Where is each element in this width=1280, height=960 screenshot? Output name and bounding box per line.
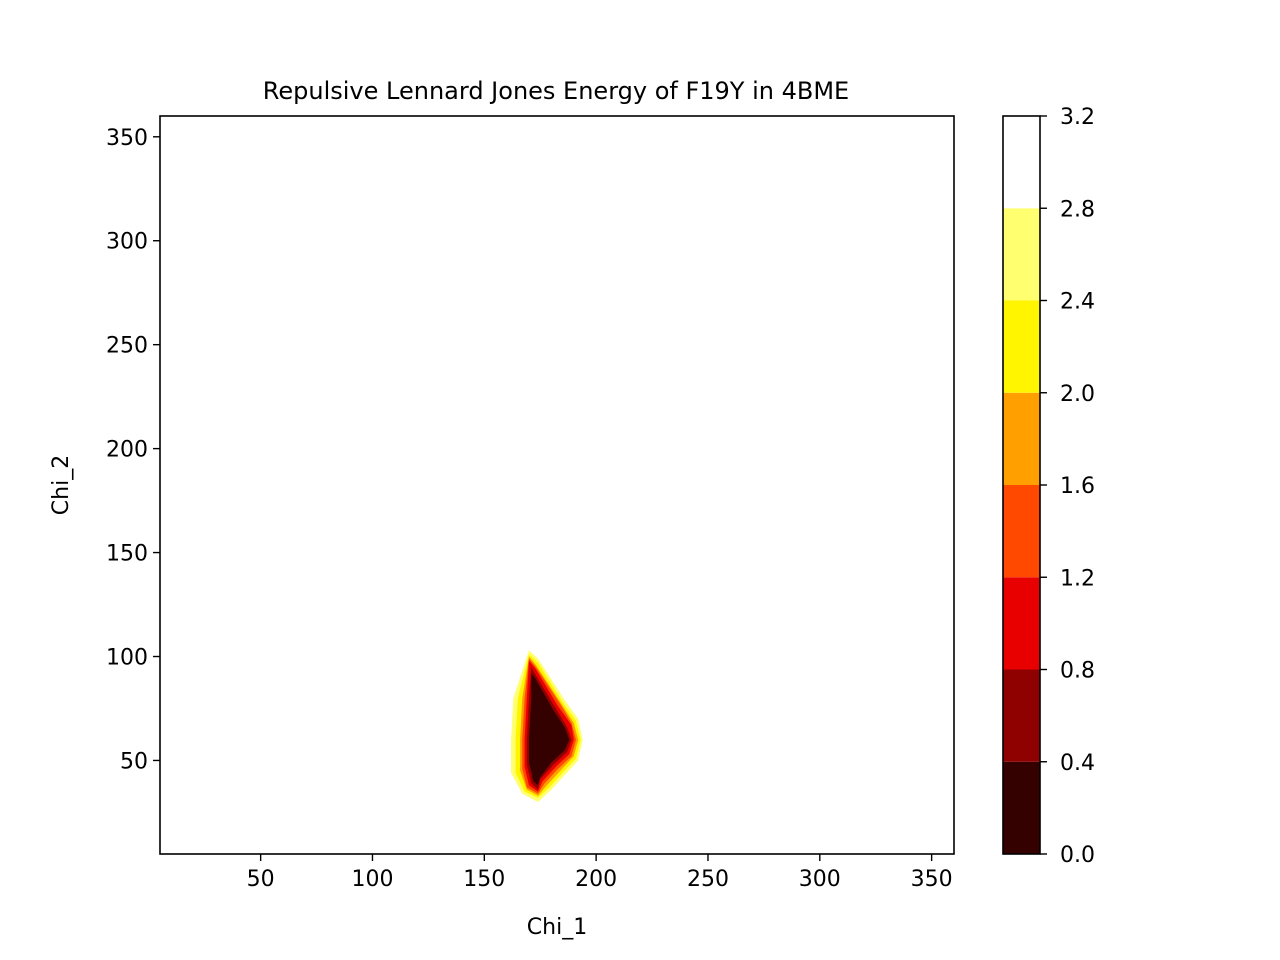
y-tick-label: 200 bbox=[106, 438, 148, 463]
y-tick-label: 50 bbox=[120, 749, 148, 774]
x-tick-label: 300 bbox=[799, 867, 841, 892]
colorbar-band bbox=[1003, 577, 1040, 670]
y-tick-label: 150 bbox=[106, 542, 148, 567]
x-tick-label: 250 bbox=[687, 867, 729, 892]
plot-area: 50 100 150 200 250 300 350 50 100 150 200 250 300 35… bbox=[106, 115, 955, 892]
y-tick-label: 300 bbox=[106, 230, 148, 255]
colorbar-band bbox=[1003, 116, 1040, 209]
y-tick-label: 250 bbox=[106, 334, 148, 359]
colorbar-band bbox=[1003, 669, 1040, 762]
contour-regions bbox=[160, 116, 954, 854]
y-axis-label: Chi_2 bbox=[49, 455, 74, 515]
colorbar-band bbox=[1003, 761, 1040, 854]
colorbar-tick-label: 2.8 bbox=[1060, 197, 1095, 222]
contour-region bbox=[529, 673, 570, 786]
colorbar-tick-label: 0.4 bbox=[1060, 751, 1095, 776]
colorbar-bands bbox=[1003, 116, 1040, 854]
colorbar-ticks: 0.0 0.4 0.8 1.2 1.6 2.0 2.4 2.8 3.2 bbox=[1040, 105, 1095, 868]
y-tick-label: 350 bbox=[106, 126, 148, 151]
colorbar-band bbox=[1003, 208, 1040, 301]
chart-title: Repulsive Lennard Jones Energy of F19Y i… bbox=[263, 77, 849, 105]
colorbar: 0.0 0.4 0.8 1.2 1.6 2.0 2.4 2.8 3.2 bbox=[1002, 105, 1095, 868]
colorbar-tick-label: 3.2 bbox=[1060, 105, 1095, 130]
x-tick-label: 100 bbox=[351, 867, 393, 892]
x-tick-label: 350 bbox=[911, 867, 953, 892]
colorbar-band bbox=[1003, 392, 1040, 485]
colorbar-tick-label: 0.8 bbox=[1060, 659, 1095, 684]
colorbar-tick-label: 1.6 bbox=[1060, 474, 1095, 499]
colorbar-tick-label: 2.4 bbox=[1060, 290, 1095, 315]
x-axis-label: Chi_1 bbox=[527, 915, 587, 940]
x-tick-label: 50 bbox=[247, 867, 275, 892]
colorbar-tick-label: 1.2 bbox=[1060, 566, 1095, 591]
y-tick-label: 100 bbox=[106, 646, 148, 671]
colorbar-band bbox=[1003, 300, 1040, 393]
colorbar-band bbox=[1003, 485, 1040, 578]
plot-frame bbox=[159, 115, 955, 855]
colorbar-tick-label: 0.0 bbox=[1060, 843, 1095, 868]
x-axis-ticks: 50 100 150 200 250 300 350 bbox=[247, 854, 953, 892]
x-tick-label: 150 bbox=[463, 867, 505, 892]
y-axis-ticks: 50 100 150 200 250 300 350 bbox=[106, 126, 160, 774]
colorbar-tick-label: 2.0 bbox=[1060, 382, 1095, 407]
x-tick-label: 200 bbox=[575, 867, 617, 892]
